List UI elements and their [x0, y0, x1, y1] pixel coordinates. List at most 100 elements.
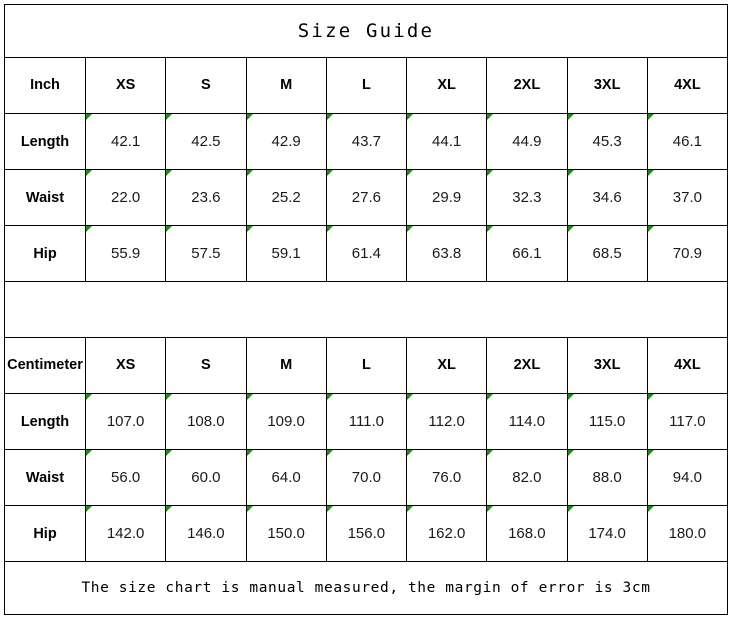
cell-inch-length-m: 42.9	[245, 113, 327, 170]
row-label-hip: Hip	[4, 225, 86, 282]
cell-marker-triangle-icon	[407, 114, 413, 120]
cell-centimeter-waist-3xl: 88.0	[566, 449, 648, 506]
cell-inch-hip-s: 57.5	[165, 225, 247, 282]
cell-marker-triangle-icon	[567, 506, 574, 512]
size-header-2xl: 2XL	[486, 337, 568, 394]
size-header-2xl: 2XL	[486, 57, 568, 114]
cell-centimeter-hip-2xl: 168.0	[486, 505, 568, 562]
page-title: Size Guide	[4, 4, 728, 58]
cell-inch-waist-2xl: 32.3	[486, 169, 568, 226]
cell-marker-triangle-icon	[246, 394, 253, 400]
size-header-3xl: 3XL	[566, 57, 648, 114]
cell-inch-length-xl: 44.1	[405, 113, 488, 170]
cell-marker-triangle-icon	[647, 170, 654, 176]
cell-inch-waist-xl: 29.9	[405, 169, 488, 226]
size-header-m: M	[245, 337, 327, 394]
table-row: Waist 56.0 60.0 64.0 70.0 76.0 82.0 88.0 94.0	[4, 449, 729, 506]
size-header-4xl: 4XL	[646, 337, 729, 394]
cell-marker-triangle-icon	[407, 170, 413, 176]
cell-centimeter-hip-l: 156.0	[325, 505, 408, 562]
cell-marker-triangle-icon	[487, 170, 494, 176]
size-header-s: S	[165, 337, 247, 394]
cell-centimeter-hip-m: 150.0	[245, 505, 327, 562]
cell-inch-hip-m: 59.1	[245, 225, 327, 282]
cell-inch-length-xs: 42.1	[84, 113, 167, 170]
cell-marker-triangle-icon	[647, 450, 654, 456]
cell-inch-hip-xs: 55.9	[84, 225, 167, 282]
cell-inch-length-3xl: 45.3	[566, 113, 648, 170]
row-label-waist: Waist	[4, 169, 86, 226]
cell-centimeter-length-2xl: 114.0	[486, 393, 568, 450]
cell-centimeter-length-3xl: 115.0	[566, 393, 648, 450]
cell-inch-length-s: 42.5	[165, 113, 247, 170]
cell-marker-triangle-icon	[86, 114, 92, 120]
cell-marker-triangle-icon	[246, 450, 253, 456]
table-row: Hip 55.9 57.5 59.1 61.4 63.8 66.1 68.5 70.9	[4, 225, 729, 282]
table-row: Length 42.1 42.5 42.9 43.7 44.1 44.9 45.3 46.1	[4, 113, 729, 170]
cell-centimeter-length-xs: 107.0	[84, 393, 167, 450]
cell-marker-triangle-icon	[487, 394, 494, 400]
spacer-cell	[4, 281, 728, 338]
cell-centimeter-hip-xl: 162.0	[405, 505, 488, 562]
table-row: Hip 142.0 146.0 150.0 156.0 162.0 168.0 174.0 18…	[4, 505, 729, 562]
size-header-4xl: 4XL	[646, 57, 729, 114]
cell-marker-triangle-icon	[166, 394, 173, 400]
cell-marker-triangle-icon	[487, 506, 494, 512]
cell-marker-triangle-icon	[86, 506, 92, 512]
cell-centimeter-length-xl: 112.0	[405, 393, 488, 450]
header-row-inch: Inch XS S M L XL 2XL 3XL 4XL	[4, 57, 729, 114]
cell-marker-triangle-icon	[326, 114, 333, 120]
cell-centimeter-waist-4xl: 94.0	[646, 449, 729, 506]
cell-inch-waist-m: 25.2	[245, 169, 327, 226]
spacer-row	[4, 281, 728, 338]
size-header-xs: XS	[84, 57, 167, 114]
row-label-waist: Waist	[4, 449, 86, 506]
header-row-centimeter: Centimeter XS S M L XL 2XL 3XL 4XL	[4, 337, 729, 394]
cell-marker-triangle-icon	[487, 450, 494, 456]
cell-marker-triangle-icon	[326, 226, 333, 232]
size-guide-table: Size Guide Inch XS S M L XL 2XL 3XL 4XL Length 42.1…	[4, 4, 729, 615]
cell-centimeter-waist-2xl: 82.0	[486, 449, 568, 506]
cell-marker-triangle-icon	[407, 394, 413, 400]
cell-inch-waist-xs: 22.0	[84, 169, 167, 226]
cell-inch-waist-4xl: 37.0	[646, 169, 729, 226]
table-row: Length 107.0 108.0 109.0 111.0 112.0 114.0 115.…	[4, 393, 729, 450]
cell-marker-triangle-icon	[647, 226, 654, 232]
unit-header-centimeter: Centimeter	[4, 337, 86, 394]
cell-marker-triangle-icon	[487, 114, 494, 120]
cell-marker-triangle-icon	[166, 450, 173, 456]
cell-inch-hip-2xl: 66.1	[486, 225, 568, 282]
size-header-3xl: 3XL	[566, 337, 648, 394]
size-header-xl: XL	[405, 57, 488, 114]
size-header-m: M	[245, 57, 327, 114]
cell-marker-triangle-icon	[326, 394, 333, 400]
cell-marker-triangle-icon	[86, 394, 92, 400]
size-guide-table-body: Size Guide Inch XS S M L XL 2XL 3XL 4XL Length 42.1…	[4, 4, 729, 615]
cell-centimeter-waist-s: 60.0	[165, 449, 247, 506]
cell-centimeter-waist-l: 70.0	[325, 449, 408, 506]
cell-marker-triangle-icon	[567, 450, 574, 456]
cell-inch-waist-l: 27.6	[325, 169, 408, 226]
cell-inch-length-l: 43.7	[325, 113, 408, 170]
cell-marker-triangle-icon	[647, 394, 654, 400]
footer-note-row: The size chart is manual measured, the m…	[4, 561, 728, 615]
cell-marker-triangle-icon	[647, 506, 654, 512]
cell-marker-triangle-icon	[246, 506, 253, 512]
cell-marker-triangle-icon	[166, 226, 173, 232]
cell-marker-triangle-icon	[86, 450, 92, 456]
cell-inch-length-4xl: 46.1	[646, 113, 729, 170]
size-header-l: L	[325, 57, 408, 114]
cell-marker-triangle-icon	[407, 506, 413, 512]
cell-marker-triangle-icon	[166, 114, 173, 120]
cell-inch-hip-xl: 63.8	[405, 225, 488, 282]
cell-centimeter-hip-4xl: 180.0	[646, 505, 729, 562]
cell-centimeter-waist-xs: 56.0	[84, 449, 167, 506]
cell-marker-triangle-icon	[246, 226, 253, 232]
cell-marker-triangle-icon	[567, 170, 574, 176]
cell-marker-triangle-icon	[246, 170, 253, 176]
row-label-length: Length	[4, 113, 86, 170]
row-label-length: Length	[4, 393, 86, 450]
cell-centimeter-waist-xl: 76.0	[405, 449, 488, 506]
row-label-hip: Hip	[4, 505, 86, 562]
cell-marker-triangle-icon	[166, 170, 173, 176]
